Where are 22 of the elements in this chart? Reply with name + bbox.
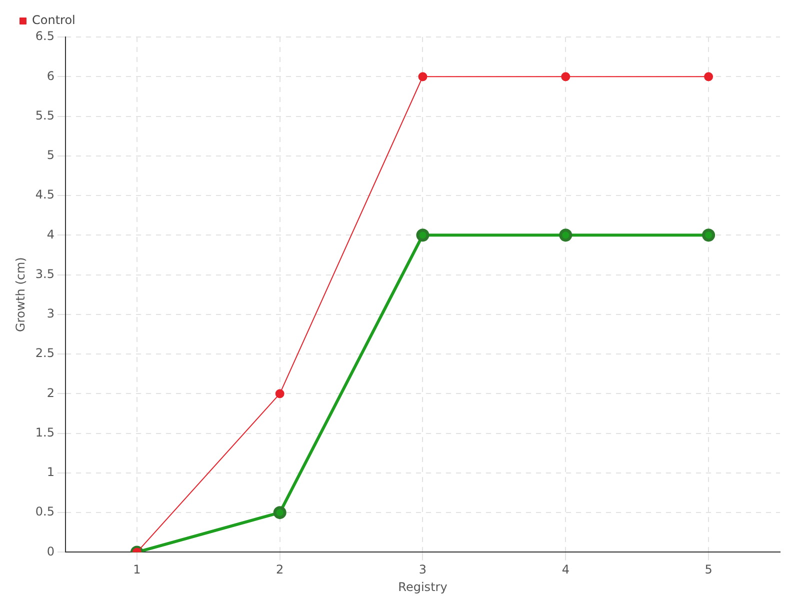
y-tick-label: 4.5 (35, 188, 54, 202)
y-tick-label: 6 (46, 68, 54, 83)
legend-label: Control (32, 13, 76, 28)
x-tick-label: 1 (133, 562, 141, 577)
y-tick-label: 1 (46, 465, 54, 480)
y-tick-label: 1.5 (35, 425, 54, 440)
x-tick-label: 3 (418, 562, 427, 577)
x-axis-title: Registry (398, 580, 448, 594)
y-tick-label: 3 (46, 306, 54, 321)
y-tick-label: 3.5 (35, 266, 54, 281)
y-tick-label: 6.5 (35, 29, 54, 44)
y-tick-label: 0.5 (35, 504, 54, 519)
y-tick-label: 2 (46, 386, 54, 400)
y-tick-label: 0 (46, 544, 54, 558)
x-tick-label: 5 (704, 562, 712, 577)
y-tick-label: 4 (46, 227, 54, 242)
y-tick-label: 5 (46, 148, 54, 162)
y-tick-label: 2.5 (35, 346, 54, 360)
y-axis-title: Growth (cm) (13, 257, 28, 332)
x-tick-label: 4 (562, 562, 570, 577)
x-tick-label: 2 (276, 562, 284, 577)
y-tick-label: 5.5 (35, 108, 54, 122)
